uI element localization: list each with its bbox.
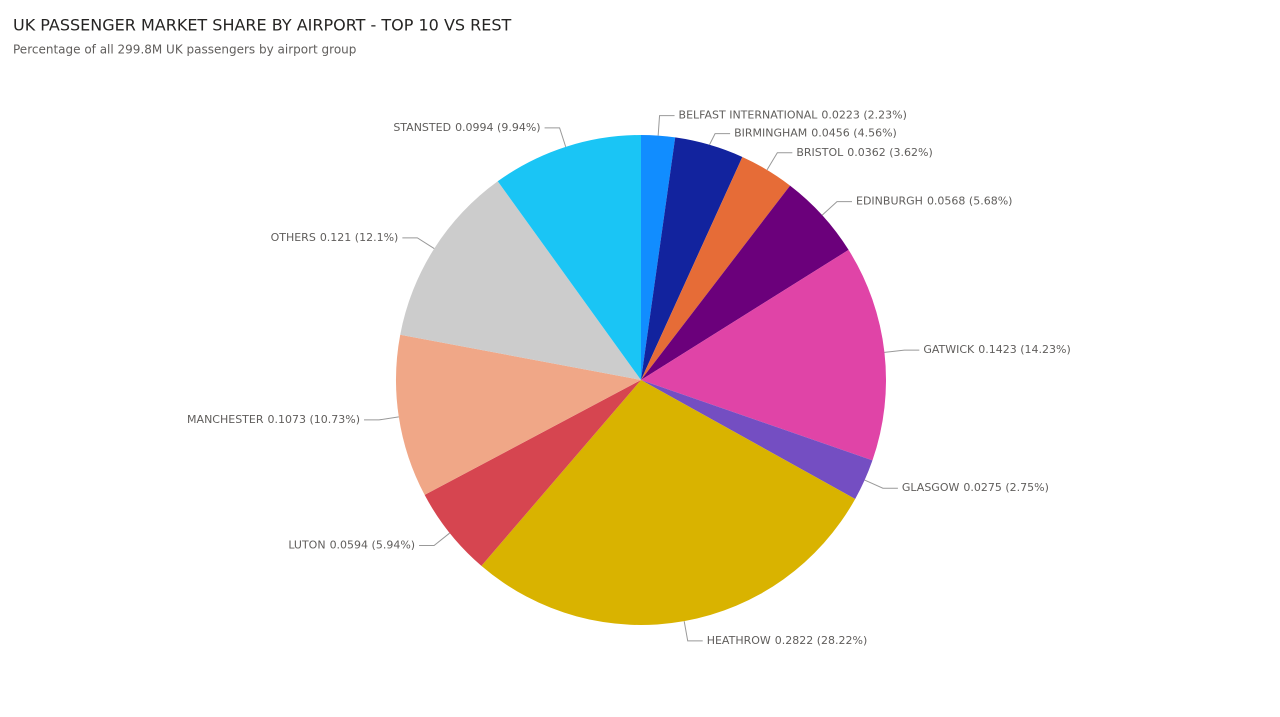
data-label: BELFAST INTERNATIONAL 0.0223 (2.23%)	[679, 109, 907, 122]
leader-line	[709, 133, 731, 145]
label-value: 0.0456 (4.56%)	[811, 127, 897, 140]
label-name: GLASGOW	[902, 481, 960, 494]
data-label: MANCHESTER 0.1073 (10.73%)	[187, 413, 360, 426]
label-name: OTHERS	[271, 231, 316, 244]
data-label: STANSTED 0.0994 (9.94%)	[393, 121, 540, 134]
data-label: EDINBURGH 0.0568 (5.68%)	[856, 195, 1012, 208]
label-name: STANSTED	[393, 121, 451, 134]
leader-line	[419, 532, 451, 547]
label-name: MANCHESTER	[187, 413, 264, 426]
label-name: LUTON	[288, 539, 325, 552]
leader-line	[544, 127, 567, 148]
data-label: HEATHROW 0.2822 (28.22%)	[707, 634, 868, 647]
label-name: BELFAST INTERNATIONAL	[679, 109, 819, 122]
label-value: 0.0594 (5.94%)	[330, 539, 416, 552]
data-label: OTHERS 0.121 (12.1%)	[271, 231, 399, 244]
data-label: GLASGOW 0.0275 (2.75%)	[902, 481, 1049, 494]
pie-slice	[400, 181, 641, 380]
pie-slice	[641, 185, 849, 380]
label-name: HEATHROW	[707, 634, 771, 647]
leader-line	[364, 416, 399, 421]
leader-line	[821, 201, 853, 216]
data-label: GATWICK 0.1423 (14.23%)	[923, 343, 1070, 356]
pie-slice	[497, 135, 641, 380]
pie-slice	[641, 249, 886, 461]
label-name: EDINBURGH	[856, 195, 923, 208]
pie-slice	[641, 135, 676, 380]
pie-slice	[641, 137, 743, 380]
label-value: 0.0362 (3.62%)	[847, 146, 933, 159]
leader-line	[766, 152, 793, 171]
pie-slice	[395, 334, 641, 495]
label-value: 0.1073 (10.73%)	[268, 413, 361, 426]
label-value: 0.0568 (5.68%)	[927, 195, 1013, 208]
label-name: GATWICK	[923, 343, 975, 356]
data-label: LUTON 0.0594 (5.94%)	[288, 539, 415, 552]
label-value: 0.0223 (2.23%)	[821, 109, 907, 122]
label-value: 0.1423 (14.23%)	[978, 343, 1071, 356]
pie-slice	[641, 156, 791, 380]
label-name: BRISTOL	[796, 146, 844, 159]
chart-subtitle: Percentage of all 299.8M UK passengers b…	[13, 43, 356, 57]
leader-line	[402, 237, 435, 250]
leader-line	[884, 349, 920, 353]
pie-slice	[481, 380, 856, 625]
leader-line	[657, 115, 675, 136]
leader-line	[864, 479, 898, 489]
data-label: BIRMINGHAM 0.0456 (4.56%)	[734, 127, 897, 140]
data-label: BRISTOL 0.0362 (3.62%)	[796, 146, 932, 159]
label-value: 0.121 (12.1%)	[320, 231, 399, 244]
chart-title: UK PASSENGER MARKET SHARE BY AIRPORT - T…	[13, 16, 512, 35]
pie-slice	[424, 380, 641, 566]
label-value: 0.0275 (2.75%)	[963, 481, 1049, 494]
leader-line	[683, 621, 703, 642]
label-value: 0.2822 (28.22%)	[775, 634, 868, 647]
label-name: BIRMINGHAM	[734, 127, 807, 140]
pie-slice	[641, 380, 873, 499]
label-value: 0.0994 (9.94%)	[455, 121, 541, 134]
